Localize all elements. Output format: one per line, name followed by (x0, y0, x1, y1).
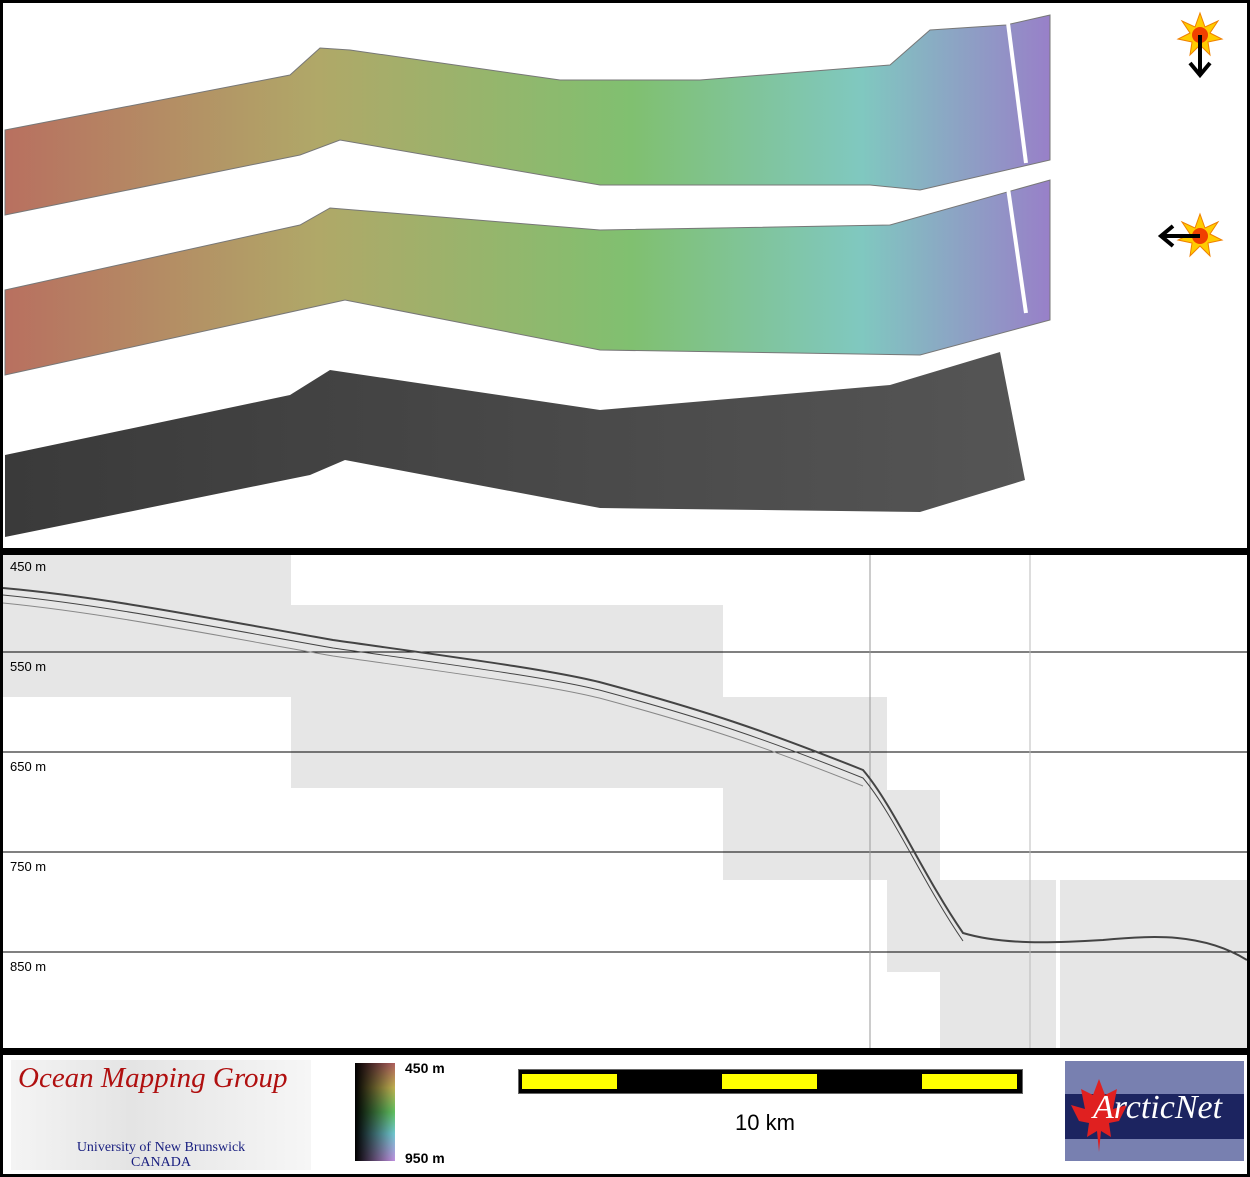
swath-shaded-north (4, 14, 1051, 216)
depth-label: 750 m (10, 859, 47, 874)
profile-plot (3, 555, 1247, 1048)
arcticnet-logo: ArcticNet (1065, 1061, 1244, 1161)
depth-label: 650 m (10, 759, 47, 774)
seafloor-reflector (3, 587, 1247, 961)
depth-gridlines (3, 651, 1247, 953)
scale-label: 10 km (735, 1110, 795, 1135)
legend-panel: Ocean Mapping Group University of New Br… (3, 1055, 1247, 1174)
arcticnet-text: ArcticNet (1093, 1089, 1223, 1126)
depth-label: 850 m (10, 959, 47, 974)
arrow-left-icon (1157, 224, 1200, 248)
depth-label: 550 m (10, 659, 47, 674)
omg-country: CANADA (131, 1155, 191, 1170)
bathymetry-panel (3, 3, 1247, 548)
depth-colorbar (355, 1063, 395, 1161)
swath-backscatter (5, 352, 1025, 537)
arrow-down-icon (1188, 35, 1212, 79)
colorbar-bottom-label: 950 m (405, 1150, 445, 1166)
swath-shaded-east (4, 179, 1051, 376)
maple-leaf-icon (1071, 1079, 1127, 1152)
subbottom-profile-panel: 450 m 550 m 650 m 750 m 850 m (3, 555, 1247, 1048)
colorbar-top-label: 450 m (405, 1060, 445, 1076)
depth-label: 450 m (10, 559, 47, 574)
profile-data-segments (3, 555, 1247, 1048)
ocean-mapping-group-logo: Ocean Mapping Group University of New Br… (11, 1060, 311, 1170)
scale-bar (518, 1069, 1023, 1094)
omg-title: Ocean Mapping Group (18, 1062, 288, 1094)
swath-map (4, 11, 1224, 537)
omg-university: University of New Brunswick (76, 1140, 246, 1155)
